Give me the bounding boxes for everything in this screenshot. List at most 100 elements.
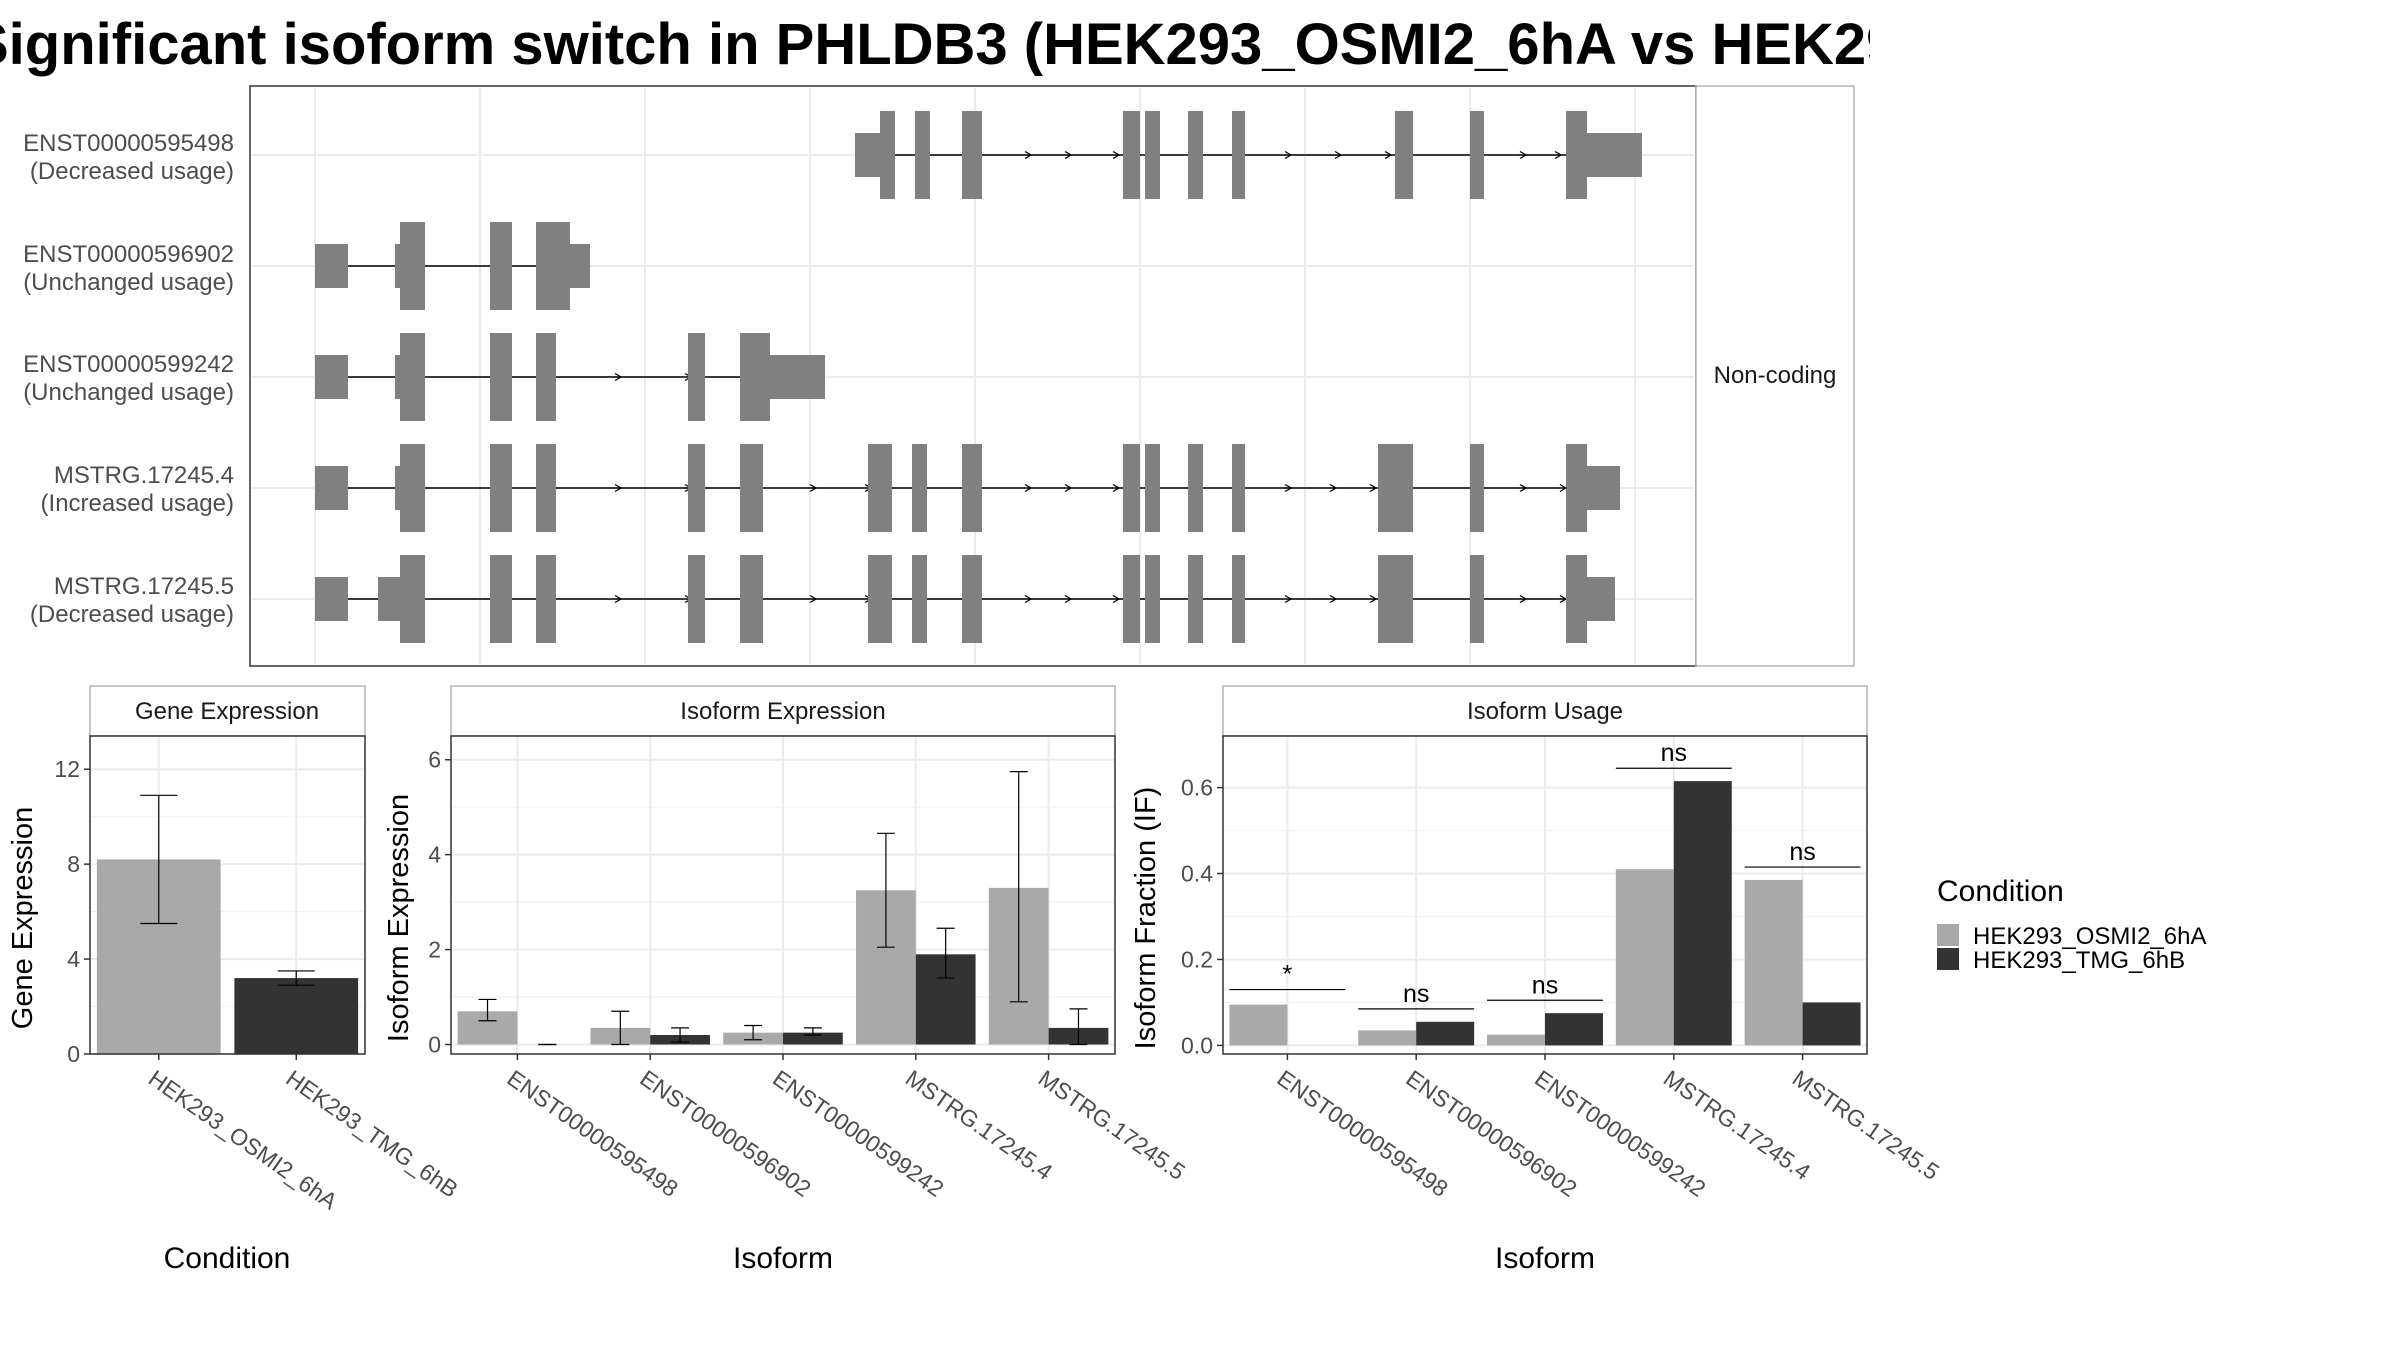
transcript-tracks [315, 111, 1642, 643]
coding-exon [1470, 444, 1484, 532]
gene-expression-y-axis-title: Gene Expression [7, 807, 39, 1029]
chart-title: Significant isoform switch in PHLDB3 (HE… [0, 12, 1870, 77]
coding-exon [962, 111, 982, 199]
transcript-usage-label: (Increased usage) [41, 490, 234, 517]
utr-exon [315, 577, 348, 621]
coding-exon [1470, 555, 1484, 643]
bar [1358, 1030, 1417, 1046]
isoform-expression-x-axis-title: Isoform [733, 1242, 833, 1275]
coding-exon [1232, 555, 1245, 643]
coding-exon [1232, 444, 1245, 532]
significance-label: ns [1532, 971, 1558, 999]
bar [1744, 879, 1803, 1046]
transcript-track-1 [855, 111, 1642, 199]
direction-arrow [1369, 483, 1378, 493]
transcript-track-4 [315, 444, 1620, 532]
y-tick-label: 4 [67, 946, 80, 972]
coding-exon [868, 555, 892, 643]
utr-exon [760, 355, 825, 399]
transcript-structure-panel: Non-coding ENST00000595498 (Decreased us… [23, 85, 1855, 667]
y-tick-label: 0.4 [1181, 861, 1213, 887]
direction-arrow [1064, 594, 1073, 604]
coding-exon [1470, 111, 1484, 199]
direction-arrow [1369, 594, 1378, 604]
direction-arrow [1112, 594, 1121, 604]
direction-arrow [1329, 594, 1338, 604]
coding-exon [536, 444, 556, 532]
transcript-track-2 [315, 222, 590, 310]
transcript-usage-label: (Unchanged usage) [23, 269, 234, 296]
coding-exon [400, 222, 425, 310]
y-tick-label: 6 [428, 747, 441, 773]
transcript-track-5 [315, 555, 1615, 643]
transcript-usage-label: (Decreased usage) [30, 158, 234, 185]
direction-arrow [1329, 483, 1338, 493]
legend-key-condition-b [1937, 948, 1959, 970]
direction-arrow [1384, 150, 1393, 160]
coding-exon [400, 555, 425, 643]
transcript-id-label: ENST00000596902 [23, 241, 234, 268]
legend-item-label: HEK293_OSMI2_6hA [1973, 923, 2206, 950]
bar [1673, 781, 1732, 1046]
direction-arrow [614, 372, 623, 382]
transcript-usage-label: (Decreased usage) [30, 601, 234, 628]
direction-arrow [614, 483, 623, 493]
coding-exon [538, 222, 570, 310]
y-tick-label: 0.6 [1181, 775, 1213, 801]
coding-exon [912, 555, 927, 643]
coding-exon [868, 444, 892, 532]
direction-arrow [1554, 150, 1563, 160]
direction-arrow [809, 594, 818, 604]
coding-exon [490, 555, 512, 643]
y-tick-label: 4 [428, 842, 441, 868]
legend: Condition HEK293_OSMI2_6hA HEK293_TMG_6h… [1937, 875, 2206, 974]
transcript-id-label: ENST00000595498 [23, 130, 234, 157]
transcript-track-3 [315, 333, 825, 421]
transcript-usage-label: (Unchanged usage) [23, 379, 234, 406]
significance-label: * [1283, 961, 1293, 989]
bar [783, 1032, 843, 1045]
coding-exon [536, 555, 556, 643]
coding-exon [962, 444, 982, 532]
coding-exon [536, 333, 556, 421]
noncoding-strip-label: Non-coding [1714, 362, 1837, 389]
coding-exon [688, 444, 705, 532]
isoform-usage-panel: Isoform Usage 0.00.20.40.6*ns nsnsnsENST0… [1130, 685, 1944, 1275]
coding-exon [1188, 111, 1203, 199]
coding-exon [880, 111, 895, 199]
transcript-id-label: MSTRG.17245.5 [54, 573, 234, 600]
isoform-usage-x-axis-title: Isoform [1495, 1242, 1595, 1275]
utr-exon [1582, 466, 1620, 510]
direction-arrow [614, 594, 623, 604]
noncoding-strip [1695, 85, 1855, 667]
coding-exon [1123, 444, 1140, 532]
coding-exon [1188, 444, 1203, 532]
transcript-id-label: ENST00000599242 [23, 351, 234, 378]
y-tick-label: 0.2 [1181, 946, 1213, 972]
direction-arrow [809, 483, 818, 493]
coding-exon [1145, 444, 1160, 532]
y-tick-label: 8 [67, 851, 80, 877]
direction-arrow [1024, 483, 1033, 493]
bar [1487, 1034, 1545, 1046]
x-tick-label: MSTRG.17245.5 [1034, 1065, 1190, 1185]
bar [1802, 1002, 1861, 1046]
isoform-expression-panel: Isoform Expression 0246ENST00000595498EN… [383, 685, 1190, 1275]
transcript-id-label: MSTRG.17245.4 [54, 462, 234, 489]
gene-expression-strip-label: Gene Expression [135, 698, 319, 725]
coding-exon [490, 222, 512, 310]
utr-exon [1580, 133, 1642, 177]
y-tick-label: 12 [54, 756, 80, 782]
coding-exon [1232, 111, 1245, 199]
legend-title: Condition [1937, 875, 2064, 908]
coding-exon [1188, 555, 1203, 643]
direction-arrow [1519, 483, 1528, 493]
coding-exon [1123, 111, 1140, 199]
direction-arrow [1519, 594, 1528, 604]
utr-exon [315, 466, 348, 510]
coding-exon [1123, 555, 1140, 643]
utr-exon [315, 244, 348, 288]
coding-exon [962, 555, 982, 643]
direction-arrow [1064, 483, 1073, 493]
